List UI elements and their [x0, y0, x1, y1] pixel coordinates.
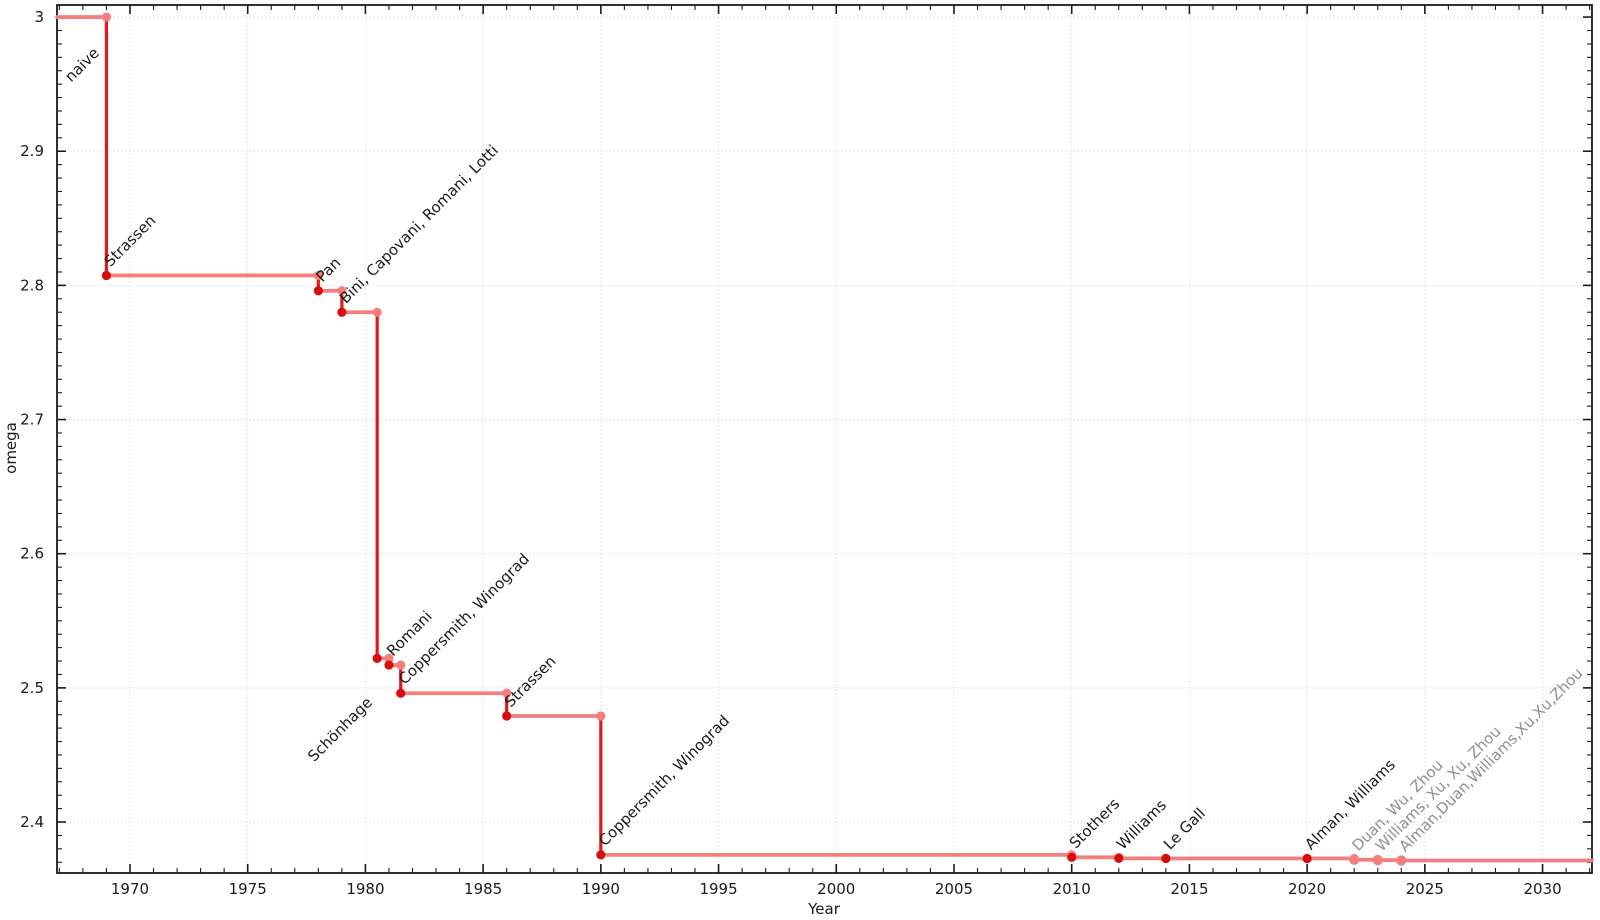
data-point-provisional	[1372, 854, 1383, 866]
x-tick-label: 1980	[346, 880, 384, 898]
point-label: Williams	[1113, 796, 1170, 853]
x-tick-label: 1985	[464, 880, 502, 898]
x-tick-label: 1970	[111, 880, 149, 898]
x-tick-label: 1990	[582, 880, 620, 898]
data-point	[502, 711, 512, 721]
data-point	[101, 270, 112, 281]
y-axis-title: omega	[2, 422, 20, 474]
y-tick-label: 2.6	[20, 545, 44, 563]
data-point	[1302, 853, 1312, 864]
step-corner-point	[101, 12, 112, 22]
x-tick-label: 1995	[699, 880, 737, 898]
x-tick-label: 2015	[1170, 880, 1208, 898]
data-point	[1067, 852, 1077, 862]
point-label: Williams, Xu, Xu, Zhou	[1372, 722, 1505, 855]
point-label: Bini, Capovani, Romani, Lotti	[336, 141, 502, 307]
x-tick-label: 1975	[229, 880, 267, 898]
x-tick-label: 2030	[1523, 880, 1561, 898]
x-tick-label: 2005	[935, 880, 973, 898]
data-point	[1161, 853, 1171, 864]
plot-frame	[56, 4, 1593, 874]
x-axis-title: Year	[807, 900, 841, 918]
point-label: Le Gall	[1160, 804, 1209, 853]
data-point-provisional	[1396, 855, 1407, 866]
step-corner-point	[337, 286, 347, 296]
y-tick-label: 2.8	[20, 276, 44, 294]
data-point	[313, 286, 323, 296]
x-tick-label: 2020	[1288, 880, 1326, 898]
x-tick-label: 2025	[1406, 880, 1444, 898]
data-point	[372, 653, 382, 663]
y-tick-label: 2.5	[20, 679, 44, 697]
step-corner-point	[384, 653, 394, 663]
step-corner-point	[313, 270, 323, 281]
data-point	[396, 688, 406, 698]
y-tick-label: 3	[34, 8, 44, 26]
x-tick-label: 2000	[817, 880, 855, 898]
point-label: Coppersmith, Winograd	[595, 712, 733, 850]
data-point	[384, 660, 394, 670]
step-corner-point	[396, 660, 406, 670]
data-point	[337, 307, 347, 317]
step-corner-point	[372, 307, 382, 317]
data-point-provisional	[1349, 854, 1360, 865]
data-point	[596, 850, 606, 860]
y-tick-label: 2.9	[20, 142, 44, 160]
point-label: naive	[61, 44, 103, 86]
point-label: Strassen	[501, 652, 560, 711]
step-corner-point	[502, 688, 512, 698]
step-corner-point	[596, 711, 606, 721]
data-point	[1114, 853, 1124, 863]
x-tick-label: 2010	[1053, 880, 1091, 898]
point-label: Alman,Duan,Williams,Xu,Xu,Zhou	[1395, 664, 1586, 855]
chart-generated-layer: 1970 1975 1980 1985 1990 1995 2000 2005 2010 2015…	[20, 4, 1594, 898]
y-tick-label: 2.4	[20, 813, 44, 831]
y-tick-label: 2.7	[20, 411, 44, 429]
